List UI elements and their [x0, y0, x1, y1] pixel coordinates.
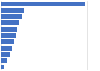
Bar — [1, 39, 14, 44]
Bar — [1, 27, 17, 32]
Bar — [1, 58, 7, 63]
Bar — [1, 52, 10, 57]
Bar — [1, 33, 16, 38]
Bar — [1, 20, 19, 25]
Bar — [1, 1, 85, 6]
Bar — [1, 14, 22, 19]
Bar — [1, 46, 12, 51]
Bar — [1, 8, 24, 13]
Bar — [1, 65, 4, 70]
